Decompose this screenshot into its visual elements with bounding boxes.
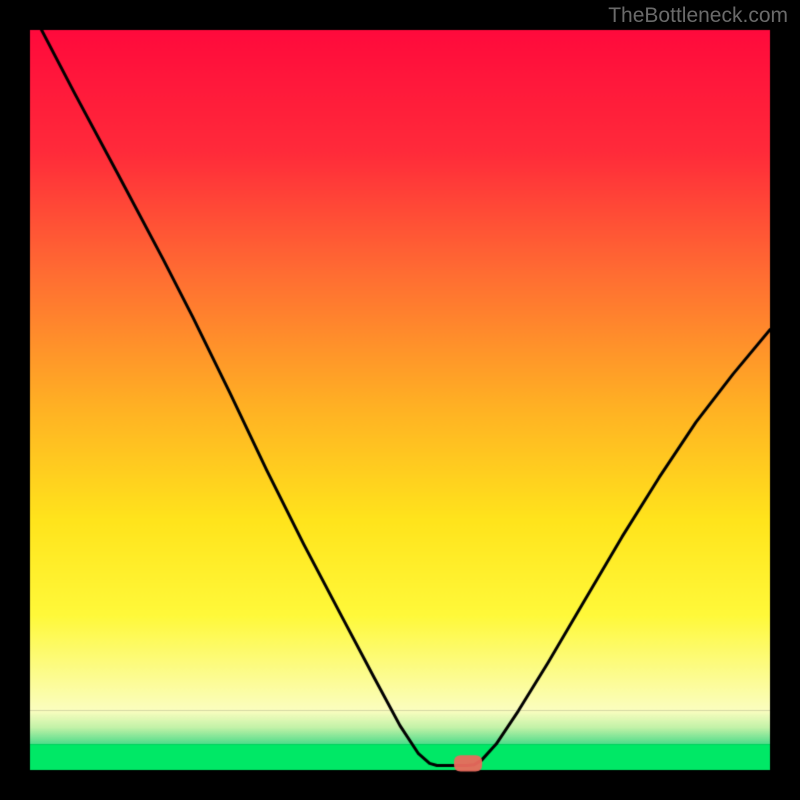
watermark-label: TheBottleneck.com bbox=[608, 4, 788, 28]
bottleneck-curve-chart bbox=[0, 0, 800, 800]
